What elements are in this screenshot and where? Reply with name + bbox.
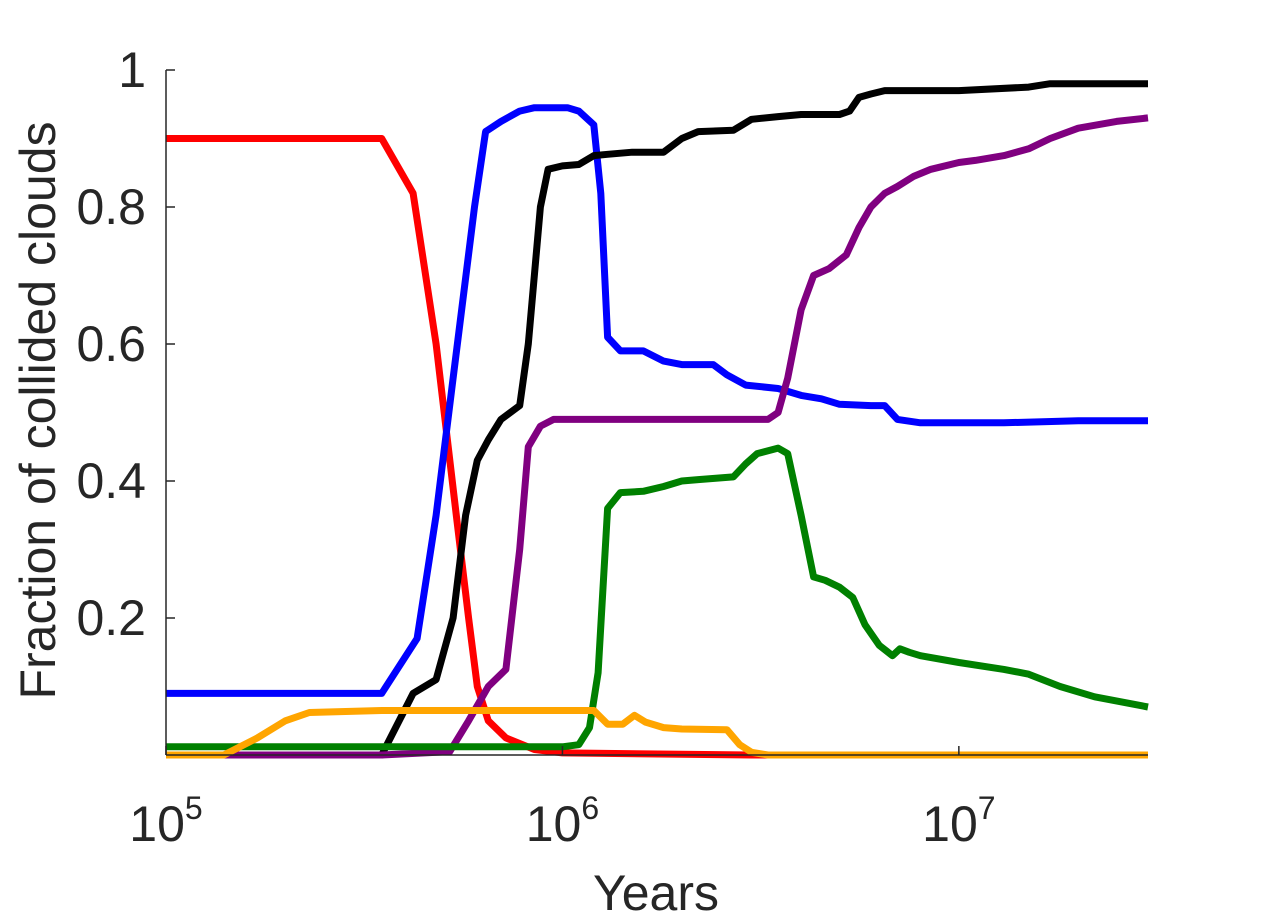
axes-layer xyxy=(165,70,1148,756)
y-tick-label: 0.4 xyxy=(76,453,146,509)
series-layer xyxy=(166,80,1149,759)
y-tick-label: 0.6 xyxy=(76,316,146,372)
x-tick-label: 107 xyxy=(922,790,995,852)
x-tick-base: 10 xyxy=(129,796,185,852)
series-line-3 xyxy=(166,80,1148,759)
x-tick-label: 106 xyxy=(526,790,599,852)
x-tick-label: 105 xyxy=(129,790,202,852)
series-line-5 xyxy=(166,444,1149,751)
x-tick-exponent: 7 xyxy=(978,790,996,826)
x-axis-label: Years xyxy=(593,865,719,921)
x-tick-base: 10 xyxy=(922,796,978,852)
series-line-6 xyxy=(166,707,1148,759)
series-line-4 xyxy=(166,114,1149,759)
y-tick-label: 0.2 xyxy=(76,590,146,646)
y-axis-label: Fraction of collided clouds xyxy=(10,121,66,699)
y-tick-label: 1 xyxy=(118,42,146,98)
x-tick-exponent: 6 xyxy=(581,790,599,826)
x-tick-exponent: 5 xyxy=(185,790,203,826)
x-tick-base: 10 xyxy=(526,796,582,852)
series-line-1 xyxy=(166,135,1148,759)
series-line-2 xyxy=(166,104,1148,697)
y-tick-label: 0.8 xyxy=(76,179,146,235)
